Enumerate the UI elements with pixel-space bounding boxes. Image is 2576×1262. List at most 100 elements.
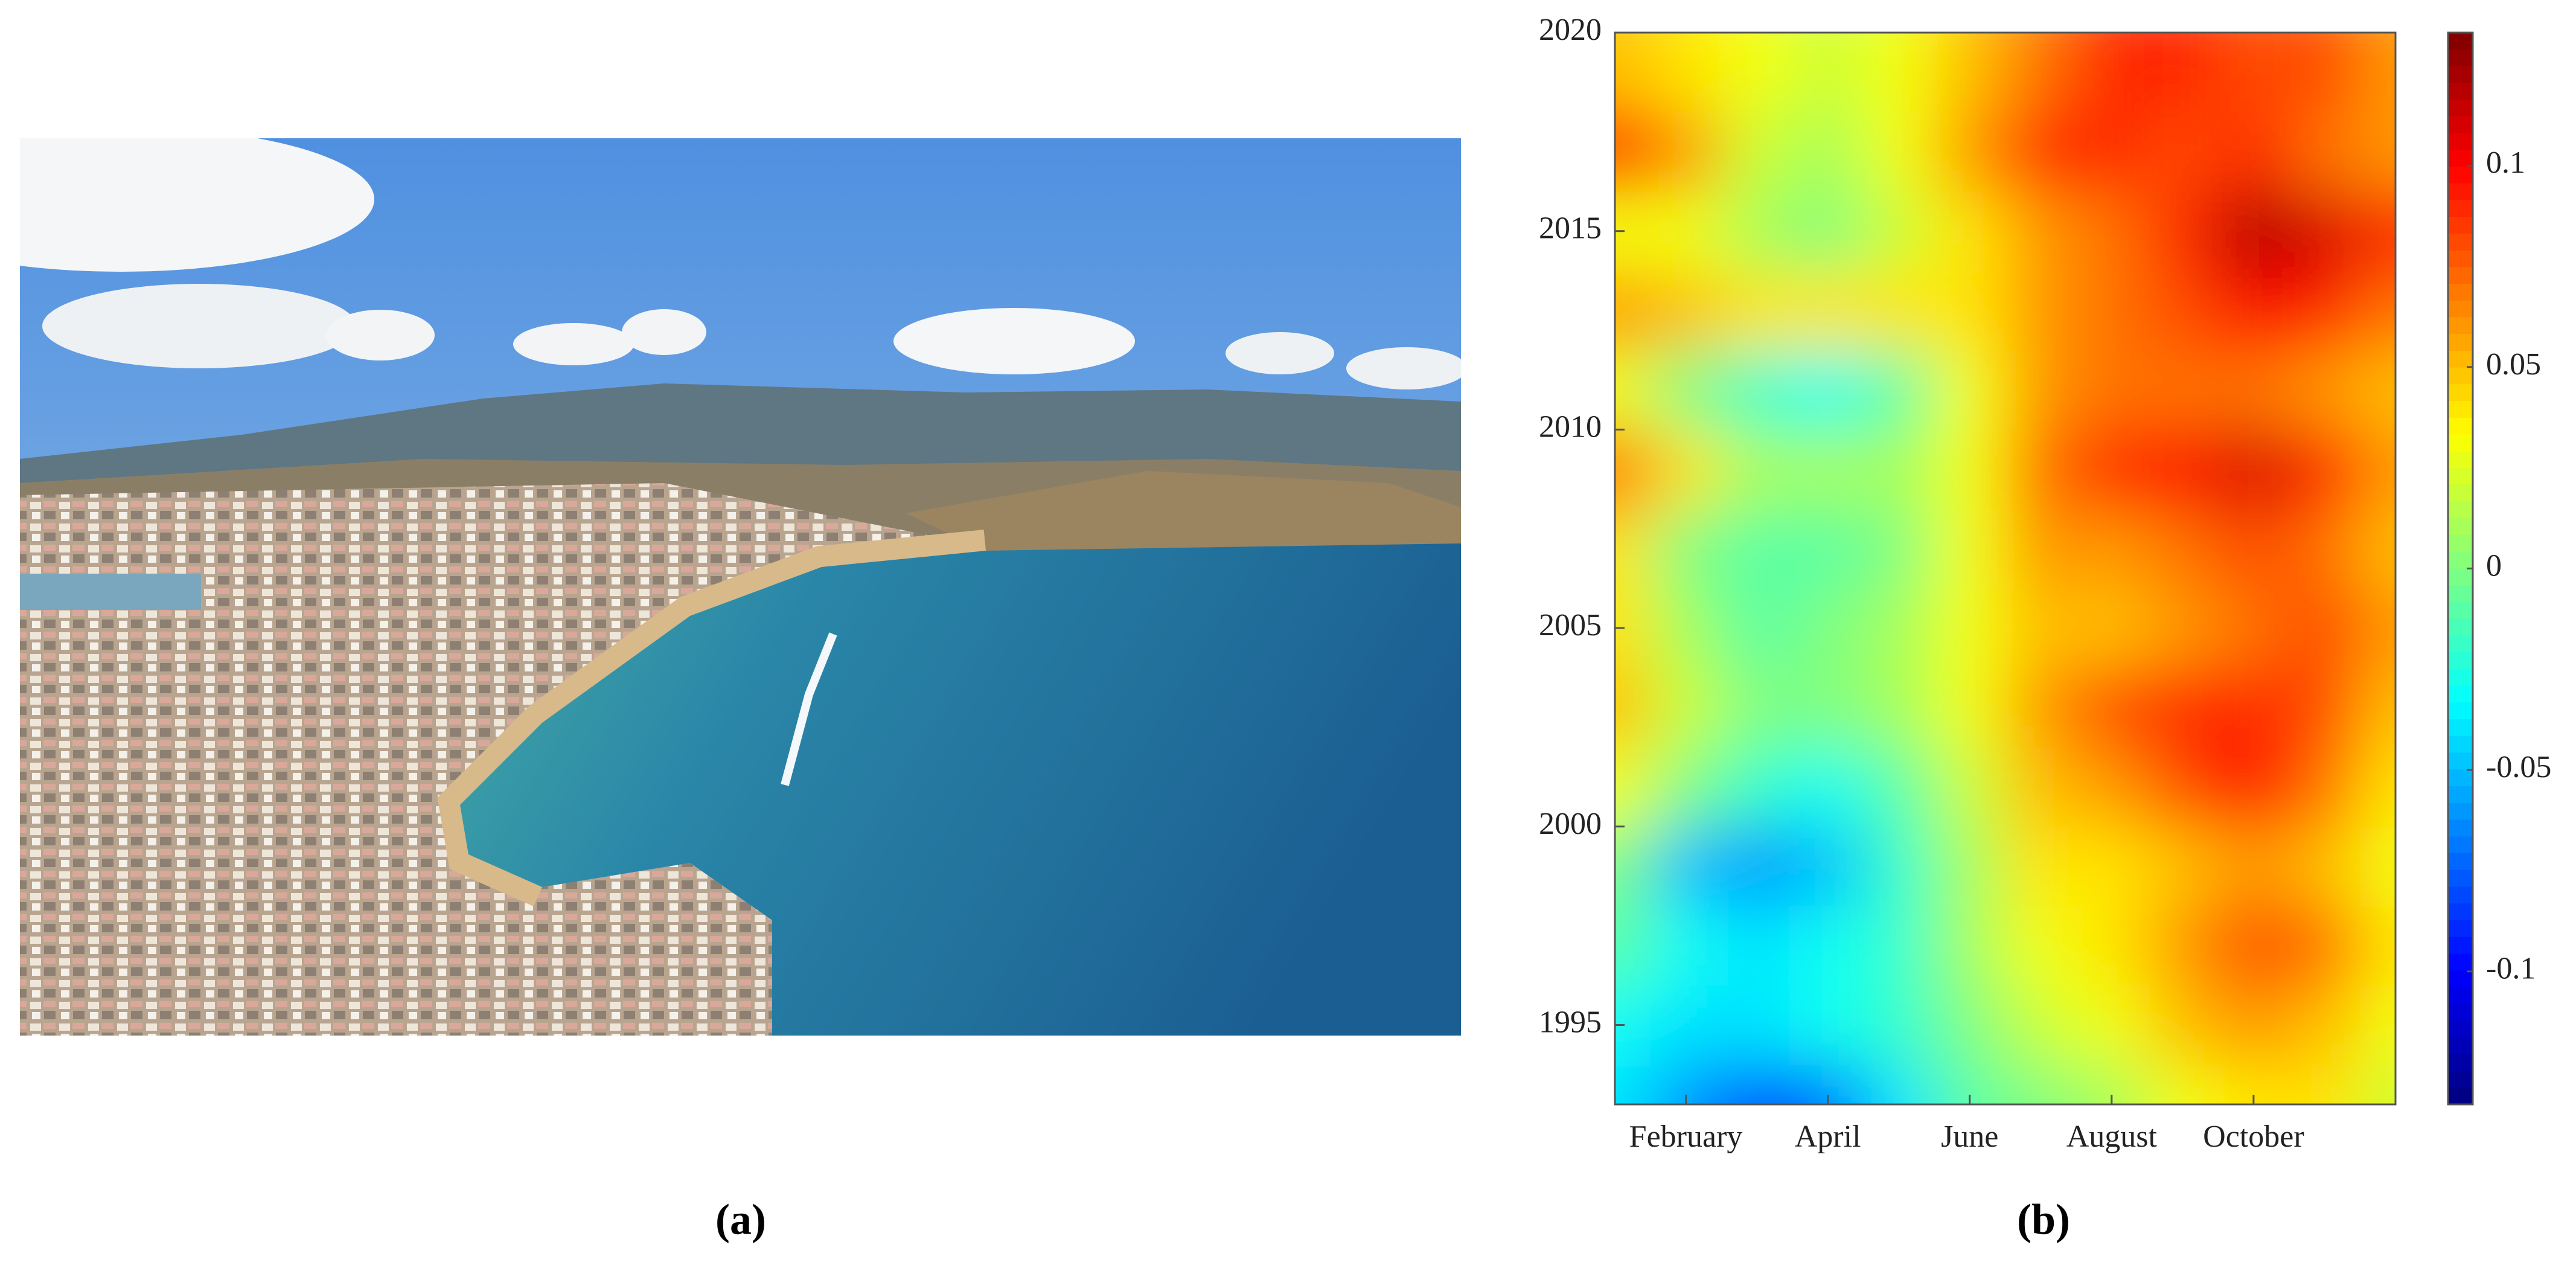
heat-cell — [2289, 271, 2361, 351]
colorbar-tick-label: -0.1 — [2486, 952, 2536, 986]
heat-cell — [2147, 112, 2219, 192]
colorbar-band — [2448, 300, 2473, 318]
heat-cell — [2218, 826, 2290, 907]
colorbar-band — [2448, 702, 2473, 720]
colorbar-band — [2448, 367, 2473, 385]
heat-cell — [2289, 350, 2361, 431]
heat-cell — [1863, 667, 1935, 748]
heat-cell — [2289, 1065, 2361, 1104]
heat-cell — [1615, 33, 1651, 113]
heat-cell — [1721, 271, 1793, 351]
heat-cell — [1792, 429, 1864, 510]
heat-cell — [2005, 747, 2077, 827]
heat-cell — [1863, 191, 1935, 272]
colorbar-band — [2448, 49, 2473, 67]
heat-cell — [1650, 588, 1722, 668]
heat-cell — [2289, 191, 2361, 272]
heat-cell — [1934, 588, 2006, 668]
heat-cell — [1934, 429, 2006, 510]
colorbar-band — [2448, 1071, 2473, 1089]
colorbar-band — [2448, 200, 2473, 218]
heat-cell — [1863, 826, 1935, 907]
heat-cell — [1615, 826, 1651, 907]
heat-cell — [1615, 747, 1651, 827]
heat-cell — [1615, 350, 1651, 431]
colorbar-band — [2448, 518, 2473, 536]
heat-cell — [2289, 429, 2361, 510]
colorbar-band — [2448, 334, 2473, 351]
colorbar-band — [2448, 451, 2473, 469]
colorbar-band — [2448, 870, 2473, 888]
colorbar-band — [2448, 735, 2473, 754]
heat-cell — [2147, 985, 2219, 1066]
colorbar-band — [2448, 886, 2473, 905]
colorbar-band — [2448, 401, 2473, 418]
x-tick-label: February — [1629, 1119, 1743, 1154]
heat-cell — [2147, 747, 2219, 827]
heat-cell — [1721, 747, 1793, 827]
colorbar-band — [2448, 819, 2473, 838]
heat-cell — [2218, 667, 2290, 748]
y-tick-label: 2010 — [1539, 409, 1602, 444]
heat-cell — [2147, 1065, 2219, 1104]
heat-cell — [2076, 191, 2148, 272]
colorbar-band — [2448, 384, 2473, 402]
heat-cell — [1721, 826, 1793, 907]
heat-cell — [2076, 826, 2148, 907]
heat-cell — [1934, 508, 2006, 589]
heat-cell — [1863, 747, 1935, 827]
heat-cell — [2147, 906, 2219, 986]
colorbar-band — [2448, 468, 2473, 485]
heat-cell — [1792, 826, 1864, 907]
colorbar-band — [2448, 786, 2473, 804]
heat-cell — [2005, 429, 2077, 510]
heat-cell — [1721, 906, 1793, 986]
heat-cell — [2218, 191, 2290, 272]
heat-cell — [1615, 1065, 1651, 1104]
heat-cell — [1792, 350, 1864, 431]
colorbar-band — [2448, 635, 2473, 653]
heat-cell — [2218, 271, 2290, 351]
heat-cell — [1792, 667, 1864, 748]
colorbar-tick-label: -0.05 — [2486, 750, 2551, 784]
y-tick-label: 2005 — [1539, 608, 1602, 642]
heat-cell — [1792, 112, 1864, 192]
y-tick-label: 2020 — [1539, 13, 1602, 47]
heat-cell — [2076, 112, 2148, 192]
heat-cell — [1934, 826, 2006, 907]
colorbar-band — [2448, 1037, 2473, 1055]
heat-cell — [1650, 191, 1722, 272]
heat-cell — [2076, 906, 2148, 986]
colorbar-band — [2448, 66, 2473, 84]
heat-cell — [1792, 191, 1864, 272]
heat-cell — [2360, 429, 2395, 510]
heat-cell — [1934, 350, 2006, 431]
colorbar-band — [2448, 417, 2473, 435]
heat-cell — [1863, 906, 1935, 986]
colorbar: -0.1 -0.05 0 0.05 0.1 — [2447, 31, 2551, 1106]
colorbar-band — [2448, 970, 2473, 988]
heat-cell — [1615, 112, 1651, 192]
heat-cell — [1721, 191, 1793, 272]
colorbar-band — [2448, 33, 2473, 50]
heat-cell — [2147, 588, 2219, 668]
colorbar-band — [2448, 133, 2473, 151]
heat-cell — [1934, 985, 2006, 1066]
heat-cell — [2147, 667, 2219, 748]
heat-cell — [1721, 429, 1793, 510]
heat-cell — [2360, 667, 2395, 748]
heat-cell — [2289, 112, 2361, 192]
heat-cell — [2289, 826, 2361, 907]
colorbar-band — [2448, 1087, 2473, 1105]
heat-cell — [2005, 667, 2077, 748]
heat-cell — [1650, 985, 1722, 1066]
heat-cell — [1650, 33, 1722, 113]
heat-cell — [1615, 429, 1651, 510]
heat-cell — [2360, 826, 2395, 907]
heat-cell — [2005, 826, 2077, 907]
heat-cell — [2005, 906, 2077, 986]
heat-cell — [1721, 667, 1793, 748]
heat-cell — [1650, 271, 1722, 351]
heat-cell — [2360, 33, 2395, 113]
heat-cell — [2076, 33, 2148, 113]
